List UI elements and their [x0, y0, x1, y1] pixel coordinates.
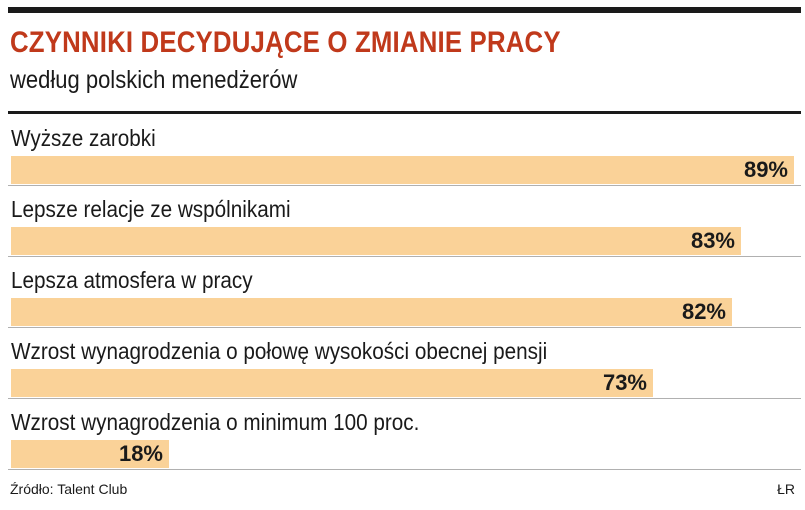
bar: 83%: [11, 227, 741, 255]
bottom-rule: [8, 469, 801, 470]
category-label: Wyższe zarobki: [11, 125, 156, 151]
category-label: Wzrost wynagrodzenia o połowę wysokości …: [11, 338, 548, 364]
row-separator: [8, 398, 801, 399]
category-label: Lepsze relacje ze wspólnikami: [11, 196, 291, 222]
bar: 89%: [11, 156, 794, 184]
category-label: Wzrost wynagrodzenia o minimum 100 proc.: [11, 409, 420, 435]
value-label: 82%: [681, 299, 726, 324]
bar: 82%: [11, 298, 732, 326]
chart-title: CZYNNIKI DECYDUJĄCE O ZMIANIE PRACY: [10, 26, 561, 59]
value-label: 18%: [118, 441, 163, 466]
bar-row: Wzrost wynagrodzenia o połowę wysokości …: [8, 327, 801, 398]
bar-chart: Wyższe zarobki 89% Lepsze relacje ze wspól…: [8, 114, 801, 469]
value-label: 89%: [743, 157, 788, 182]
bar-row: Lepsza atmosfera w pracy 82%: [8, 256, 801, 327]
row-separator: [8, 327, 801, 328]
top-rule: [8, 7, 801, 13]
bar-row: Wzrost wynagrodzenia o minimum 100 proc.…: [8, 398, 801, 469]
author-credit: ŁR: [777, 481, 795, 497]
bar-row: Wyższe zarobki 89%: [8, 114, 801, 185]
row-separator: [8, 185, 801, 186]
header-rule: [8, 111, 801, 114]
category-label: Lepsza atmosfera w pracy: [11, 267, 253, 293]
value-label: 83%: [690, 228, 735, 253]
chart-subtitle: według polskich menedżerów: [10, 66, 298, 94]
row-separator: [8, 256, 801, 257]
bar-row: Lepsze relacje ze wspólnikami 83%: [8, 185, 801, 256]
source-note: Źródło: Talent Club: [10, 481, 128, 497]
bar: 18%: [11, 440, 169, 468]
value-label: 73%: [602, 370, 647, 395]
bar: 73%: [11, 369, 653, 397]
